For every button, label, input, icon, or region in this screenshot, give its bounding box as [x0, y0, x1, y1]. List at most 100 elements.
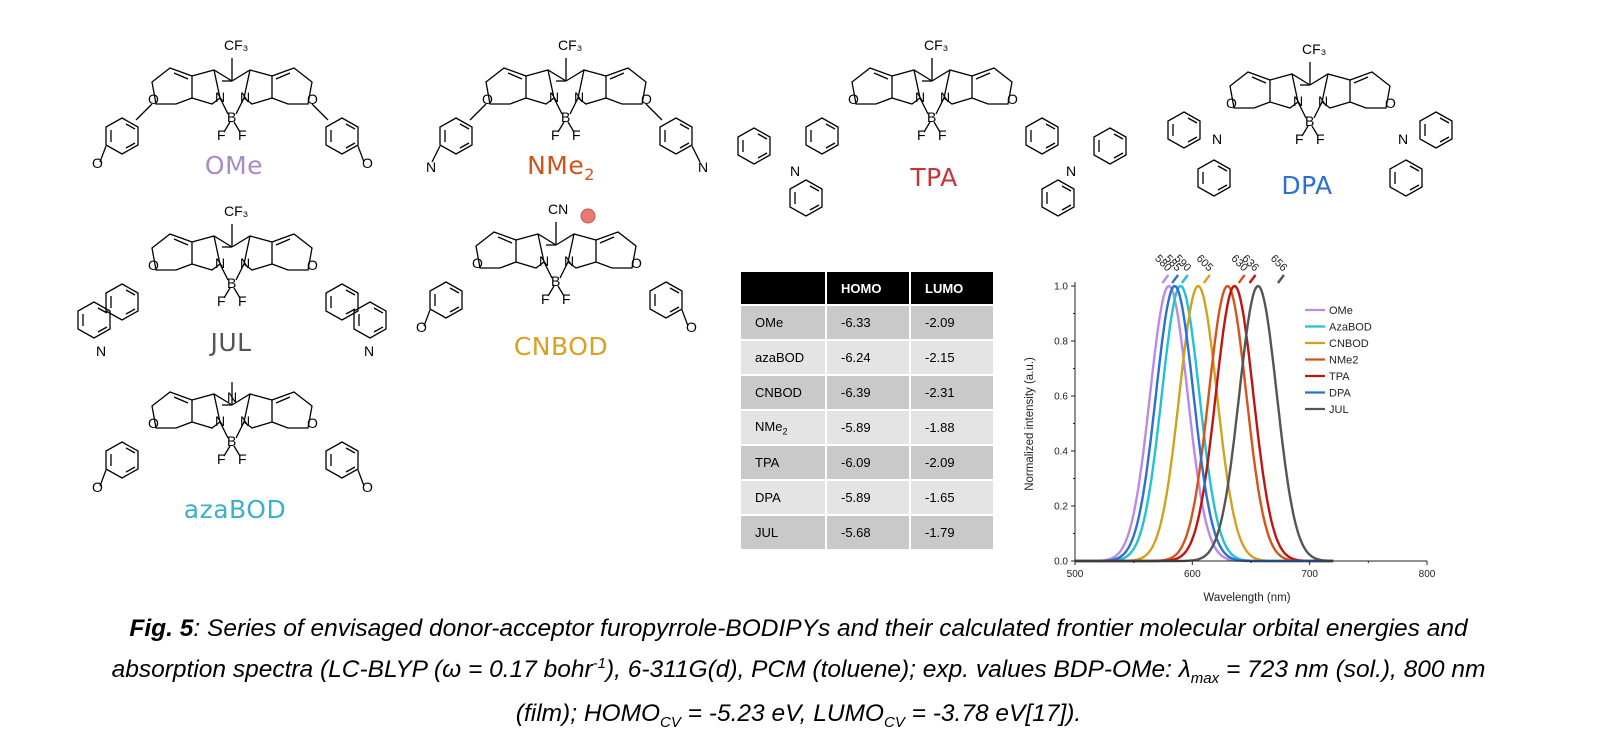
svg-text:F: F	[1316, 131, 1325, 147]
peak-label: 656	[1268, 253, 1289, 274]
table-row: JUL -5.68 -1.79	[741, 514, 993, 549]
svg-text:F: F	[572, 127, 581, 143]
legend-label: NMe2	[1329, 355, 1358, 367]
caption-line-3: (film); HOMOCV = -5.23 eV, LUMOCV = -3.7…	[0, 696, 1597, 740]
fmo-energy-table: HOMO LUMO OMe -6.33 -2.09 azaBOD -6.24 -…	[741, 272, 993, 549]
x-tick-label: 500	[1067, 569, 1084, 580]
chart-legend: OMe AzaBOD CNBOD NMe2 TPA DPA JUL	[1305, 305, 1372, 416]
svg-text:F: F	[217, 293, 226, 309]
svg-text:F: F	[562, 291, 571, 307]
table-header-homo: HOMO	[825, 272, 909, 304]
svg-text:F: F	[917, 127, 926, 143]
table-cell-lumo: -1.79	[909, 514, 993, 549]
svg-text:N: N	[1066, 163, 1076, 179]
label-ome: OMe	[204, 151, 264, 180]
svg-text:O: O	[686, 319, 697, 335]
svg-text:CF₃: CF₃	[224, 37, 248, 53]
svg-text:CF₃: CF₃	[224, 203, 248, 219]
caption-text-3b: = -5.23 eV, LUMO	[680, 700, 884, 728]
svg-text:N: N	[564, 253, 574, 269]
label-nme2-main: NMe	[527, 151, 585, 180]
svg-text:B: B	[1305, 113, 1314, 129]
svg-text:N: N	[240, 255, 250, 271]
svg-text:N: N	[426, 159, 436, 175]
svg-text:O: O	[631, 255, 642, 271]
svg-text:O: O	[92, 155, 103, 171]
caption-text-3c: = -3.78 eV[17]).	[904, 700, 1082, 728]
svg-text:N: N	[790, 163, 800, 179]
peak-marker	[1161, 274, 1170, 284]
svg-text:B: B	[227, 109, 236, 125]
svg-text:O: O	[307, 415, 318, 431]
legend-label: DPA	[1329, 388, 1351, 400]
caption-line-1: Fig. 5: Series of envisaged donor-accept…	[0, 611, 1597, 646]
label-cnbod: CNBOD	[513, 332, 609, 361]
svg-text:CF₃: CF₃	[924, 37, 948, 53]
svg-text:O: O	[1385, 95, 1396, 111]
x-tick-label: 700	[1301, 569, 1318, 580]
svg-text:F: F	[238, 451, 247, 467]
peak-marker	[1237, 274, 1246, 284]
svg-text:F: F	[938, 127, 947, 143]
svg-text:F: F	[217, 451, 226, 467]
label-tpa: TPA	[910, 163, 958, 192]
figure-caption: Fig. 5: Series of envisaged donor-accept…	[0, 611, 1597, 740]
caption-sub-cv2: CV	[884, 713, 905, 731]
table-cell-name-main: NMe	[755, 418, 783, 434]
svg-text:N: N	[574, 89, 584, 105]
y-tick-label: 0.4	[1054, 447, 1068, 458]
table-cell-homo: -6.39	[825, 374, 909, 409]
table-cell-homo: -6.09	[825, 444, 909, 479]
svg-text:N: N	[1318, 93, 1328, 109]
svg-text:N: N	[940, 89, 950, 105]
table-row: CNBOD -6.39 -2.31	[741, 374, 993, 409]
y-tick-label: 0.6	[1054, 392, 1068, 403]
svg-text:O: O	[307, 91, 318, 107]
svg-text:N: N	[215, 413, 225, 429]
svg-text:N: N	[698, 159, 708, 175]
table-cell-name: TPA	[741, 444, 825, 479]
caption-text-3a: (film); HOMO	[515, 700, 661, 728]
svg-text:N: N	[364, 343, 374, 359]
table-row: DPA -5.89 -1.65	[741, 479, 993, 514]
peak-label: 605	[1194, 253, 1215, 274]
label-dpa: DPA	[1281, 171, 1333, 200]
svg-text:F: F	[551, 127, 560, 143]
table-cell-lumo: -1.65	[909, 479, 993, 514]
label-nme2-sub: 2	[584, 165, 595, 184]
x-tick-label: 800	[1419, 569, 1436, 580]
svg-text:N: N	[240, 89, 250, 105]
chart-x-axis-label: Wavelength (nm)	[1203, 592, 1290, 604]
table-header-row: HOMO LUMO	[741, 272, 993, 304]
svg-text:B: B	[227, 275, 236, 291]
svg-text:F: F	[238, 293, 247, 309]
svg-text:B: B	[551, 273, 560, 289]
y-tick-label: 0.0	[1054, 557, 1068, 568]
svg-text:N: N	[240, 413, 250, 429]
absorption-spectra-chart: 500 600 700 800 0.0 0.2 0.4 0.6 0.8 1.0 OMe AzaBOD…	[1024, 253, 1436, 604]
svg-text:N: N	[915, 89, 925, 105]
table-header-lumo: LUMO	[909, 272, 993, 304]
table-row: TPA -6.09 -2.09	[741, 444, 993, 479]
table-cell-name: OMe	[741, 304, 825, 339]
chart-y-axis-label: Normalized intensity (a.u.)	[1024, 357, 1036, 491]
peak-marker	[1276, 274, 1285, 284]
svg-text:N: N	[1293, 93, 1303, 109]
table-cell-name: DPA	[741, 479, 825, 514]
peak-marker	[1202, 274, 1211, 284]
caption-text-2c: = 723 nm (sol.), 800 nm	[1219, 656, 1486, 684]
y-tick-label: 0.2	[1054, 502, 1068, 513]
table-cell-name-sub: 2	[782, 426, 788, 437]
legend-label: OMe	[1329, 305, 1353, 317]
y-tick-label: 0.8	[1054, 337, 1068, 348]
svg-text:N: N	[1212, 131, 1222, 147]
peak-marker	[1180, 274, 1189, 284]
table-cell-name: azaBOD	[741, 339, 825, 374]
svg-text:O: O	[641, 91, 652, 107]
table-cell-homo: -5.89	[825, 409, 909, 444]
peak-marker	[1248, 274, 1257, 284]
svg-text:B: B	[927, 109, 936, 125]
table-cell-lumo: -2.09	[909, 304, 993, 339]
svg-text:N: N	[549, 89, 559, 105]
